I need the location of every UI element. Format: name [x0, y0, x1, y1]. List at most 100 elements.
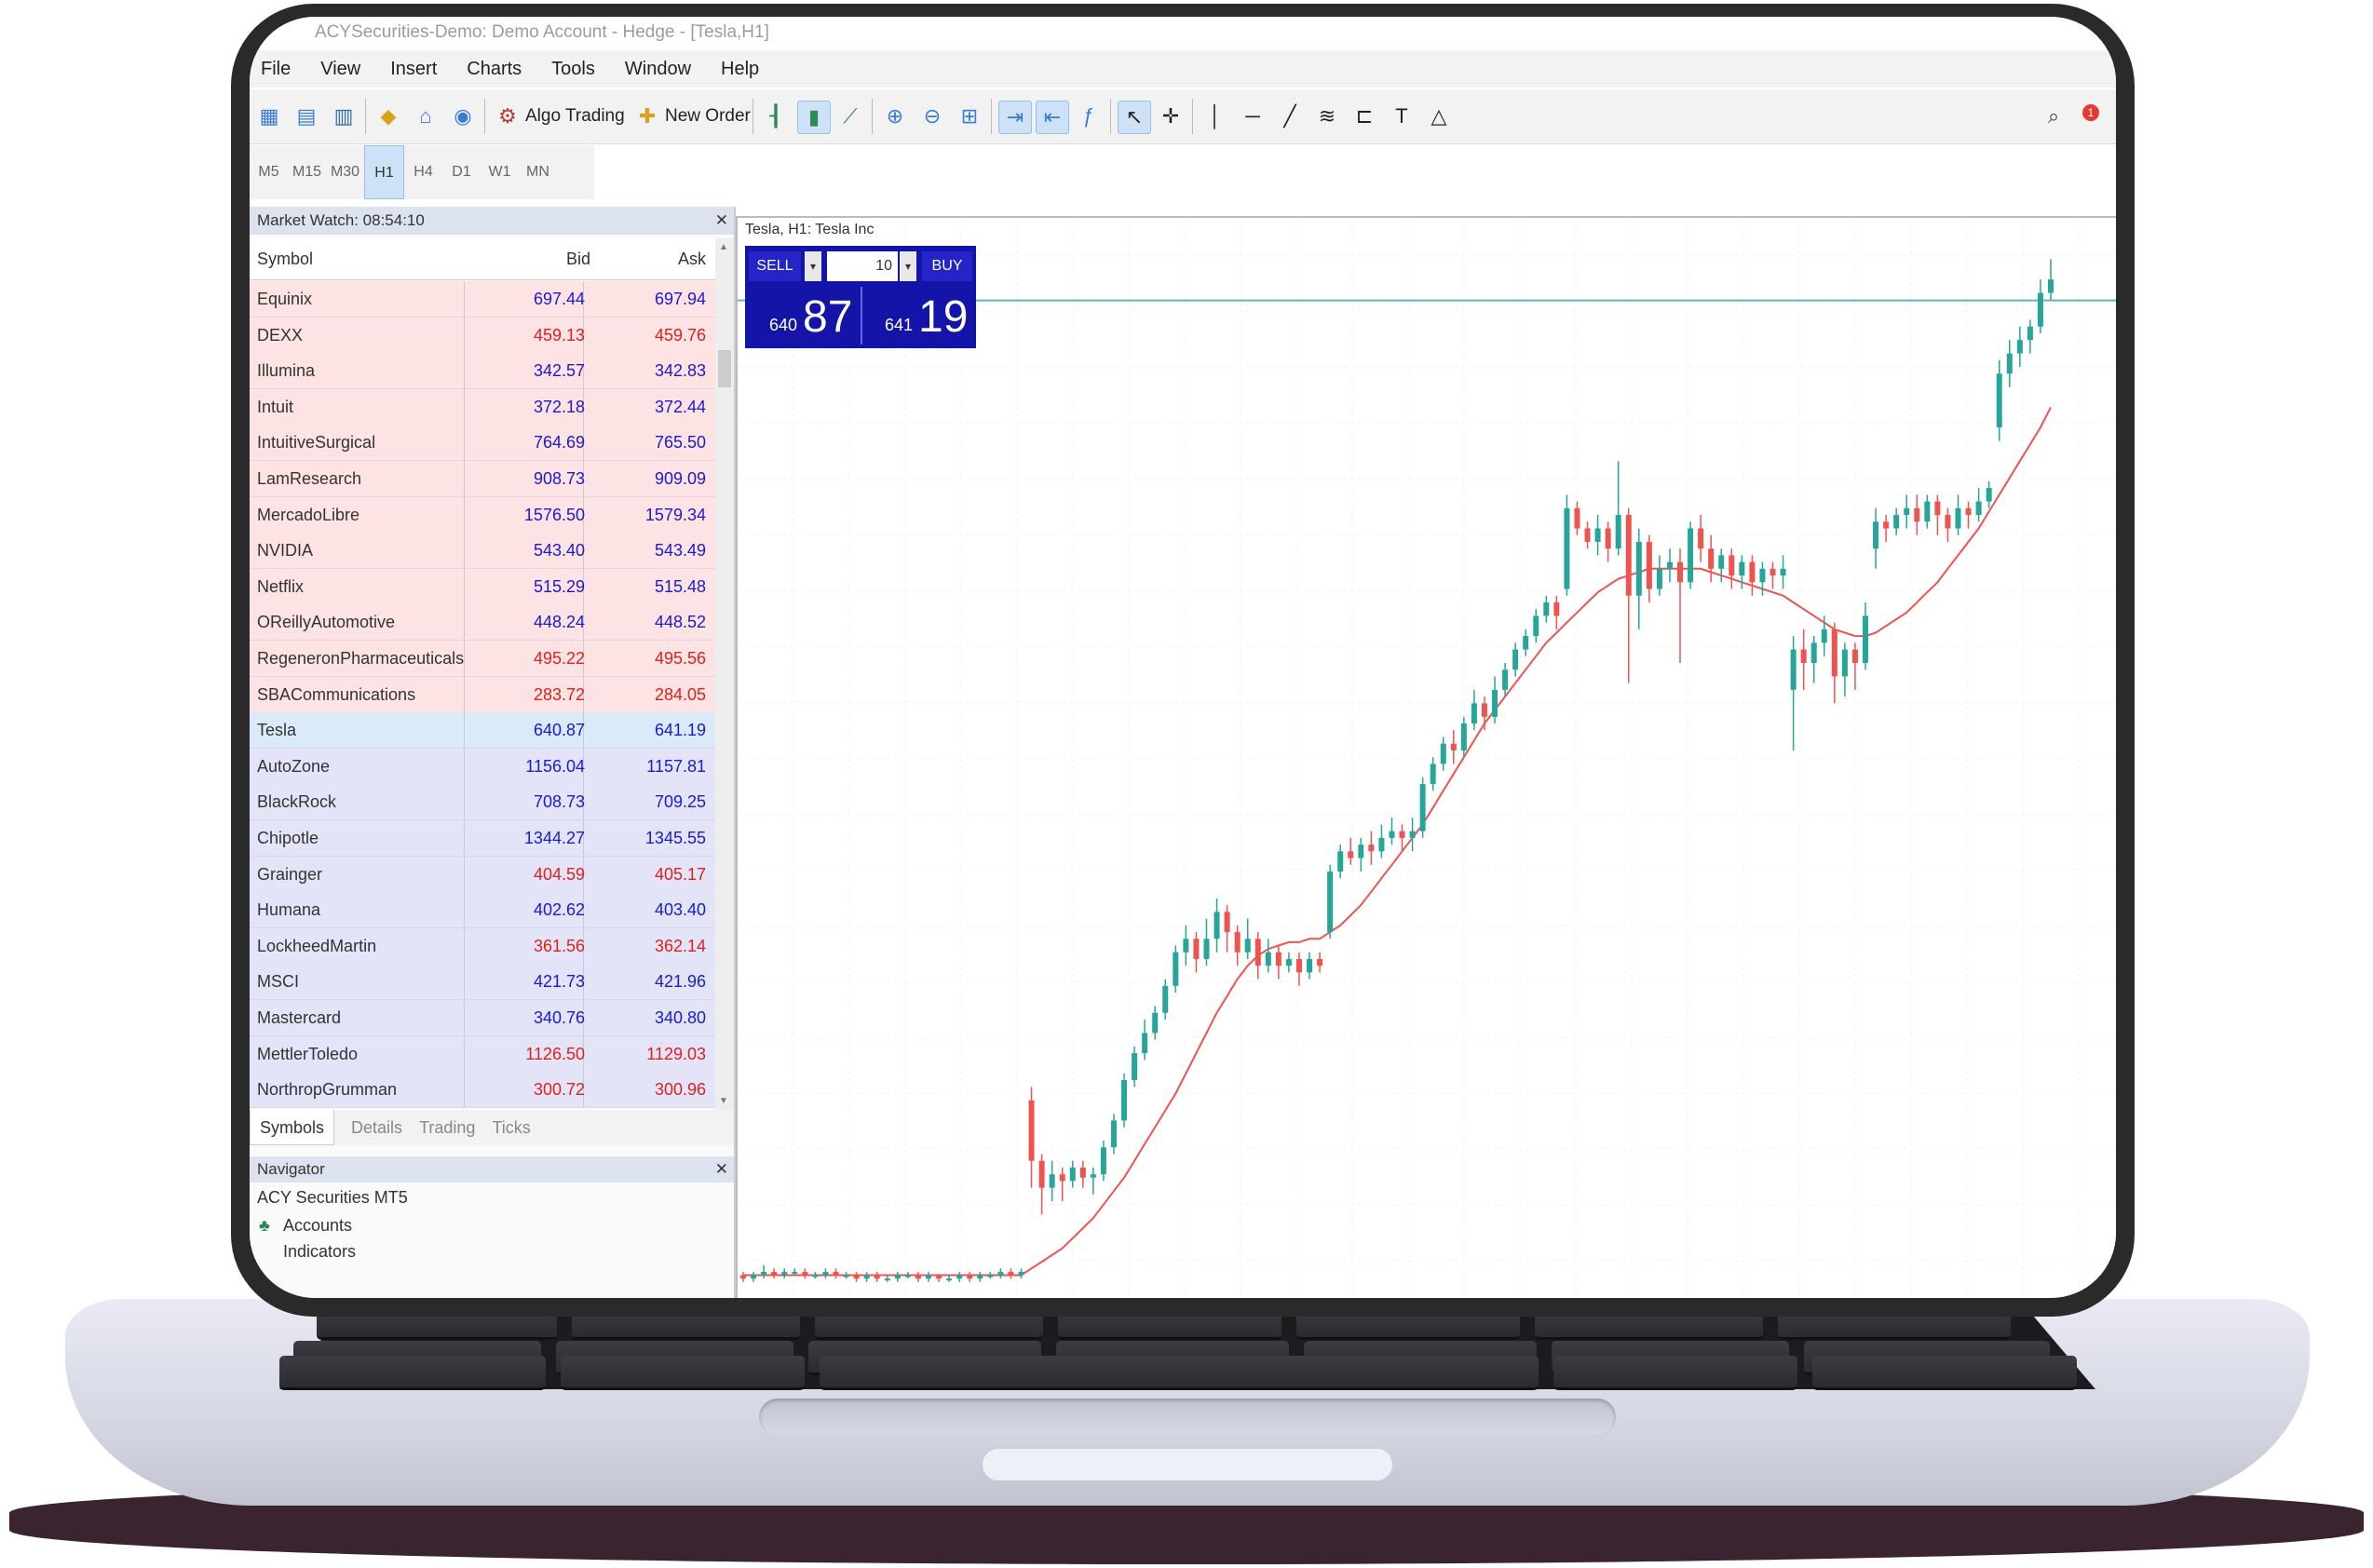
- timeframe-h4[interactable]: H4: [414, 164, 433, 180]
- table-row[interactable]: Humana 402.62 403.40: [250, 892, 715, 929]
- table-row[interactable]: NorthropGrumman 300.72 300.96: [250, 1072, 715, 1109]
- menu-insert[interactable]: Insert: [390, 59, 438, 79]
- new-order-button[interactable]: New Order: [665, 106, 751, 126]
- tab-symbols[interactable]: Symbols: [250, 1110, 335, 1145]
- fibonacci-icon[interactable]: ≋: [1318, 104, 1336, 128]
- cursor-icon[interactable]: ↖: [1118, 101, 1151, 134]
- vertical-line-icon[interactable]: │: [1209, 104, 1222, 128]
- table-row[interactable]: Equinix 697.44 697.94: [250, 281, 715, 318]
- auto-scroll-icon[interactable]: ⇥: [998, 101, 1032, 134]
- navigator-icon[interactable]: ⌂: [419, 104, 432, 128]
- tab-ticks[interactable]: Ticks: [492, 1118, 531, 1137]
- search-icon[interactable]: ⌕: [2047, 104, 2060, 128]
- timeframe-d1[interactable]: D1: [452, 164, 471, 180]
- price-chart[interactable]: [738, 218, 2116, 1298]
- scroll-down-icon[interactable]: ▼: [719, 1096, 728, 1106]
- tile-windows-icon[interactable]: ⊞: [960, 104, 979, 128]
- line-chart-icon[interactable]: ⟋: [843, 104, 858, 128]
- candle: [802, 1268, 808, 1279]
- signals-icon[interactable]: ◉: [454, 104, 472, 128]
- table-row[interactable]: Netflix 515.29 515.48: [250, 568, 715, 605]
- candle: [1244, 918, 1251, 959]
- close-icon[interactable]: ✕: [714, 211, 728, 229]
- close-icon[interactable]: ✕: [714, 1160, 728, 1178]
- table-row[interactable]: MercadoLibre 1576.50 1579.34: [250, 496, 715, 534]
- column-ask[interactable]: Ask: [678, 250, 707, 268]
- navigator-accounts[interactable]: Accounts: [283, 1216, 353, 1235]
- column-symbol[interactable]: Symbol: [257, 250, 314, 268]
- candlestick-icon[interactable]: ▮: [797, 101, 831, 134]
- table-row[interactable]: LamResearch 908.73 909.09: [250, 461, 715, 497]
- screen: ACYSecurities-Demo: Demo Account - Hedge…: [250, 17, 2116, 1298]
- candle: [904, 1271, 911, 1279]
- profiles-icon[interactable]: ▤: [296, 104, 317, 128]
- zoom-in-icon[interactable]: ⊕: [886, 104, 904, 128]
- menu-charts[interactable]: Charts: [467, 59, 522, 79]
- market-watch-icon[interactable]: ▥: [333, 104, 354, 128]
- table-row[interactable]: IntuitiveSurgical 764.69 765.50: [250, 425, 715, 462]
- table-row[interactable]: Tesla 640.87 641.19: [250, 712, 715, 750]
- timeframe-w1[interactable]: W1: [488, 164, 511, 180]
- menu-tools[interactable]: Tools: [551, 59, 595, 79]
- channel-icon[interactable]: ⊏: [1355, 104, 1374, 128]
- sell-price[interactable]: 640 87: [749, 287, 861, 345]
- table-row[interactable]: LockheedMartin 361.56 362.14: [250, 927, 715, 965]
- market-watch-scrollbar[interactable]: ▲ ▼: [715, 238, 734, 1110]
- algo-trading-button[interactable]: Algo Trading: [525, 106, 625, 126]
- zoom-out-icon[interactable]: ⊖: [923, 104, 942, 128]
- text-tool-icon[interactable]: T: [1395, 104, 1408, 128]
- candle: [1646, 534, 1652, 602]
- lot-increase-button[interactable]: ▾: [900, 251, 916, 281]
- table-row[interactable]: MSCI 421.73 421.96: [250, 964, 715, 1001]
- table-row[interactable]: NVIDIA 543.40 543.49: [250, 533, 715, 570]
- table-row[interactable]: Chipotle 1344.27 1345.55: [250, 820, 715, 857]
- candle: [2006, 340, 2013, 387]
- chart-window[interactable]: Tesla, H1: Tesla Inc SELL ▾ 10 ▾ BUY 640…: [736, 216, 2116, 1298]
- table-row[interactable]: Mastercard 340.76 340.80: [250, 1000, 715, 1036]
- horizontal-line-icon[interactable]: ─: [1245, 104, 1260, 128]
- new-chart-icon[interactable]: ▦: [259, 104, 279, 128]
- menu-help[interactable]: Help: [721, 59, 760, 79]
- shapes-icon[interactable]: △: [1431, 104, 1447, 128]
- lot-decrease-button[interactable]: ▾: [805, 251, 821, 281]
- trendline-icon[interactable]: ╱: [1283, 104, 1296, 128]
- data-window-icon[interactable]: ◆: [380, 104, 397, 128]
- bar-chart-icon[interactable]: ┨: [769, 104, 782, 128]
- navigator-root[interactable]: ACY Securities MT5: [257, 1188, 408, 1207]
- navigator-indicators[interactable]: Indicators: [283, 1242, 357, 1261]
- candle: [1523, 629, 1529, 656]
- timeframe-m15[interactable]: M15: [292, 164, 322, 180]
- table-row[interactable]: Grainger 404.59 405.17: [250, 856, 715, 893]
- table-row[interactable]: Illumina 342.57 342.83: [250, 353, 715, 390]
- table-row[interactable]: MettlerToledo 1126.50 1129.03: [250, 1035, 715, 1073]
- table-row[interactable]: DEXX 459.13 459.76: [250, 317, 715, 354]
- menu-window[interactable]: Window: [624, 59, 692, 79]
- table-row[interactable]: SBACommunications 283.72 284.05: [250, 676, 715, 713]
- table-row[interactable]: OReillyAutomotive 448.24 448.52: [250, 604, 715, 642]
- menu-view[interactable]: View: [320, 59, 361, 79]
- column-bid[interactable]: Bid: [566, 250, 591, 268]
- table-row[interactable]: BlackRock 708.73 709.25: [250, 784, 715, 821]
- timeframe-mn[interactable]: MN: [526, 164, 549, 180]
- buy-price[interactable]: 641 19: [864, 287, 976, 345]
- timeframe-m30[interactable]: M30: [330, 164, 360, 180]
- candle: [1079, 1160, 1086, 1188]
- menu-file[interactable]: File: [261, 59, 292, 79]
- lot-size-input[interactable]: 10: [827, 251, 898, 281]
- table-row[interactable]: RegeneronPharmaceuticals 495.22 495.56: [250, 641, 715, 677]
- indicators-icon[interactable]: ƒ: [1082, 104, 1095, 128]
- tab-trading[interactable]: Trading: [419, 1118, 476, 1137]
- chart-shift-icon[interactable]: ⇤: [1036, 101, 1069, 134]
- tab-details[interactable]: Details: [351, 1118, 403, 1137]
- candle: [1121, 1073, 1128, 1128]
- timeframe-h1[interactable]: H1: [364, 145, 404, 199]
- scroll-up-icon[interactable]: ▲: [719, 242, 728, 252]
- table-row[interactable]: AutoZone 1156.04 1157.81: [250, 748, 715, 785]
- sell-button[interactable]: SELL: [749, 251, 801, 281]
- buy-button[interactable]: BUY: [922, 251, 972, 281]
- crosshair-icon[interactable]: ✛: [1161, 104, 1180, 128]
- timeframe-m5[interactable]: M5: [258, 164, 279, 180]
- table-row[interactable]: Intuit 372.18 372.44: [250, 388, 715, 426]
- scroll-thumb[interactable]: [718, 350, 731, 387]
- candle: [1162, 979, 1169, 1020]
